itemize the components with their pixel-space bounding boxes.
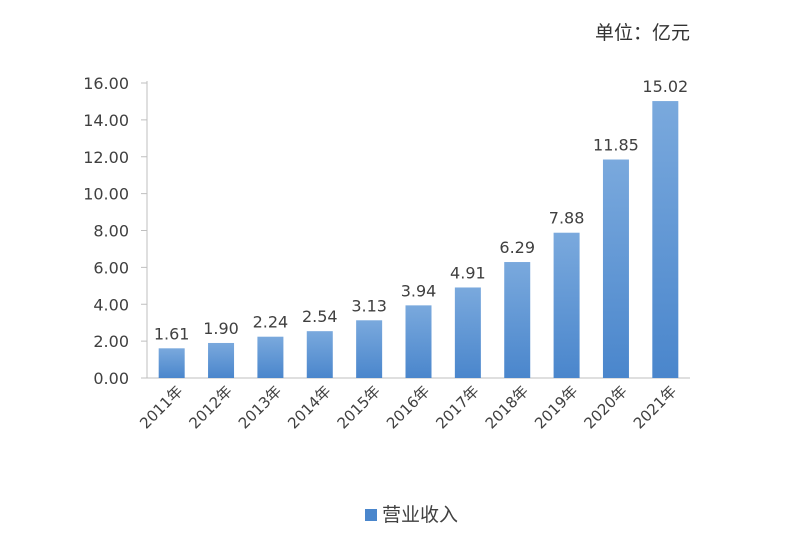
bar-2015年 [356, 320, 383, 378]
data-labels: 1.61 1.90 2.24 2.54 3.13 3.94 4.91 6.29 7.88 11.8… [154, 77, 688, 343]
x-tick-label: 2011年 [136, 382, 186, 432]
data-label: 4.91 [450, 263, 486, 282]
data-label: 7.88 [549, 209, 585, 228]
y-tick-label: 12.00 [83, 148, 129, 167]
x-tick-label: 2016年 [383, 382, 433, 432]
bar-2011年 [158, 348, 185, 378]
data-label: 3.94 [401, 281, 437, 300]
x-tick-label: 2012年 [186, 382, 236, 432]
y-tick-label: 0.00 [93, 369, 129, 388]
legend: 营业收入 [365, 504, 458, 526]
y-tick-label: 8.00 [93, 222, 129, 241]
legend-swatch [365, 509, 377, 521]
bar-2018年 [504, 262, 531, 378]
bar-2019年 [553, 232, 580, 378]
data-label: 2.24 [253, 313, 289, 332]
data-label: 1.61 [154, 324, 190, 343]
x-tick-label: 2017年 [432, 382, 482, 432]
data-label: 15.02 [642, 77, 688, 96]
x-tick-label: 2013年 [235, 382, 285, 432]
y-tick-label: 2.00 [93, 332, 129, 351]
bar-series [158, 101, 679, 378]
x-axis: 2011年 2012年 2013年 2014年 2015年 2016年 2017年 2018年… [136, 377, 690, 432]
x-tick-label: 2021年 [630, 382, 680, 432]
bar-2021年 [652, 101, 679, 378]
y-tick-label: 10.00 [83, 185, 129, 204]
data-label: 6.29 [499, 238, 535, 257]
x-tick-label: 2020年 [580, 382, 630, 432]
data-label: 11.85 [593, 136, 639, 155]
x-tick-label: 2019年 [531, 382, 581, 432]
x-tick-label: 2014年 [284, 382, 334, 432]
bar-2013年 [257, 336, 284, 378]
bar-2016年 [405, 305, 432, 378]
x-tick-label: 2018年 [482, 382, 532, 432]
legend-label: 营业收入 [382, 504, 458, 526]
unit-label: 单位：亿元 [594, 22, 690, 44]
y-tick-label: 14.00 [83, 111, 129, 130]
data-label: 3.13 [351, 296, 387, 315]
y-tick-label: 16.00 [83, 74, 129, 93]
bar-2020年 [602, 159, 629, 378]
bar-2017年 [454, 287, 481, 378]
data-label: 2.54 [302, 307, 338, 326]
bar-2014年 [306, 331, 333, 378]
y-tick-label: 6.00 [93, 258, 129, 277]
y-axis: 0.00 2.00 4.00 6.00 8.00 10.00 12.00 14.00 16.00 [83, 74, 148, 388]
x-tick-label: 2015年 [334, 382, 384, 432]
y-tick-label: 4.00 [93, 295, 129, 314]
data-label: 1.90 [203, 319, 239, 338]
bar-2012年 [208, 342, 235, 378]
